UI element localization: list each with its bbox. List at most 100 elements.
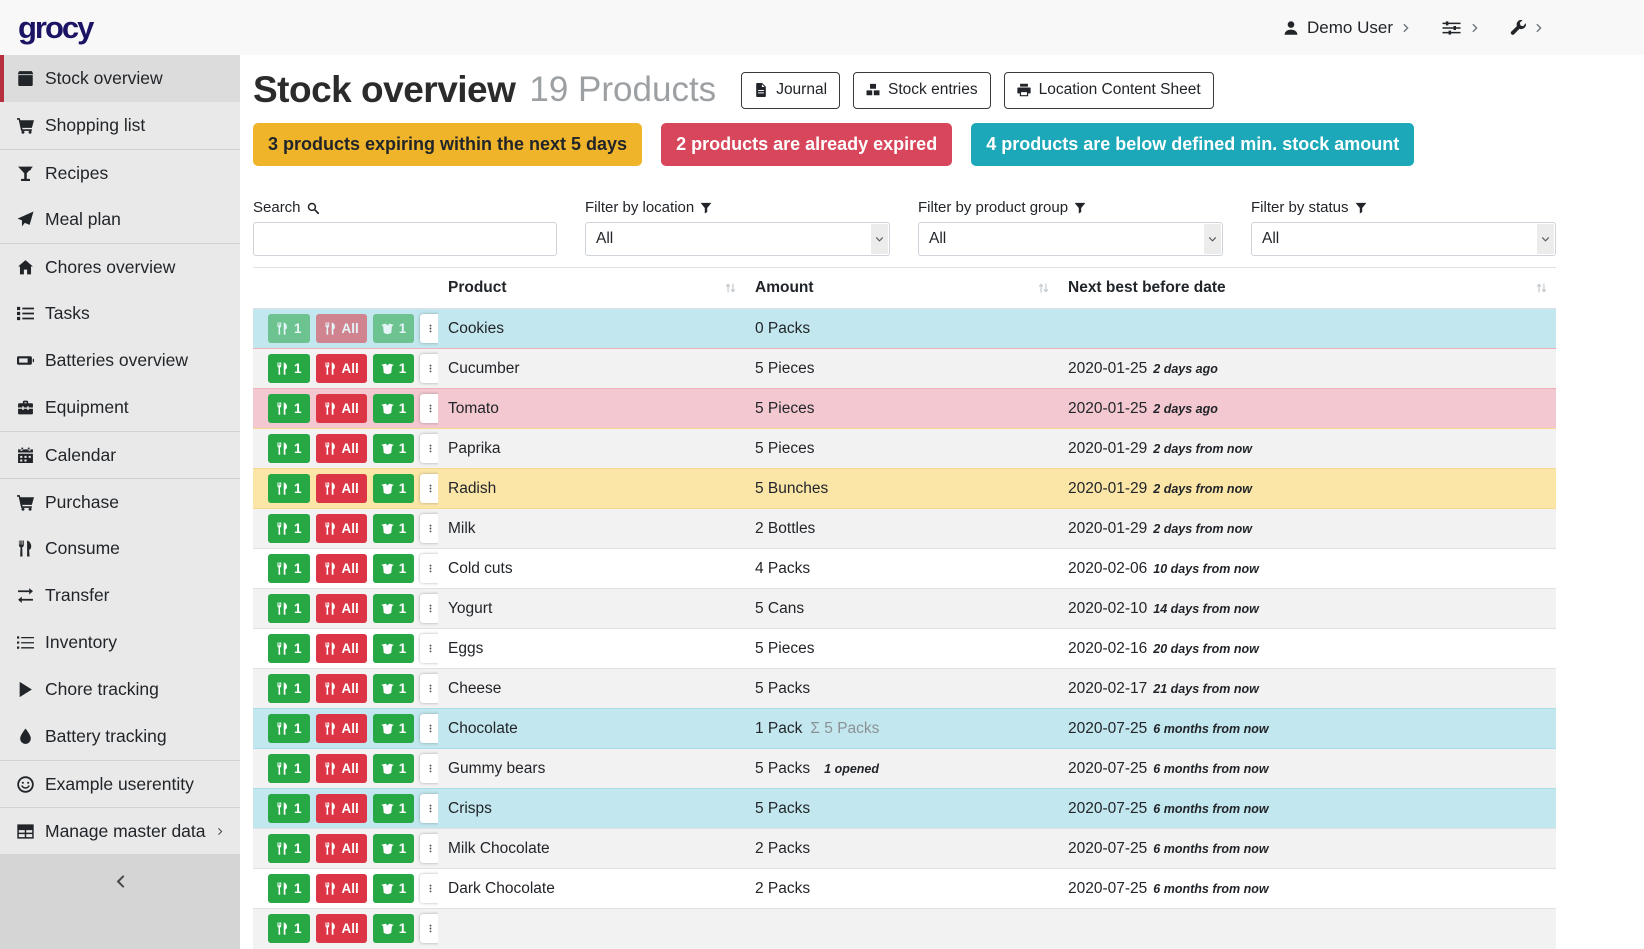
open-one-button[interactable]: 1 — [372, 514, 415, 543]
row-menu-button[interactable] — [420, 394, 438, 423]
quick-settings-menu-button[interactable] — [1441, 19, 1480, 37]
open-one-button[interactable]: 1 — [372, 634, 415, 663]
sidebar-item-calendar[interactable]: Calendar — [0, 431, 240, 478]
sidebar-item-consume[interactable]: Consume — [0, 525, 240, 572]
sidebar-collapse-button[interactable] — [0, 854, 240, 949]
row-menu-button[interactable] — [420, 314, 438, 343]
row-menu-button[interactable] — [420, 874, 438, 903]
consume-one-button[interactable]: 1 — [268, 714, 310, 743]
row-menu-button[interactable] — [420, 474, 438, 503]
consume-one-button[interactable]: 1 — [268, 314, 310, 343]
stock-entries-button[interactable]: Stock entries — [853, 71, 991, 109]
open-one-button[interactable]: 1 — [372, 674, 415, 703]
row-menu-button[interactable] — [420, 794, 438, 823]
sidebar-item-meal-plan[interactable]: Meal plan — [0, 196, 240, 243]
consume-all-button[interactable]: All — [315, 434, 367, 463]
row-menu-button[interactable] — [420, 594, 438, 623]
open-one-button[interactable]: 1 — [372, 914, 415, 944]
consume-one-button[interactable]: 1 — [268, 434, 310, 463]
consume-all-button[interactable]: All — [315, 474, 367, 503]
sidebar-item-equipment[interactable]: Equipment — [0, 384, 240, 431]
open-one-button[interactable]: 1 — [372, 394, 415, 423]
consume-one-button[interactable]: 1 — [268, 914, 310, 944]
row-menu-button[interactable] — [420, 634, 438, 663]
sidebar-item-manage-master-data[interactable]: Manage master data — [0, 807, 240, 854]
consume-one-button[interactable]: 1 — [268, 874, 310, 903]
row-menu-button[interactable] — [420, 354, 438, 383]
location-filter-select[interactable]: All — [585, 222, 890, 256]
open-one-button[interactable]: 1 — [372, 594, 415, 623]
open-one-button[interactable]: 1 — [372, 794, 415, 823]
sidebar-item-purchase[interactable]: Purchase — [0, 478, 240, 525]
sort-icon[interactable] — [1037, 282, 1050, 295]
consume-all-button[interactable]: All — [315, 714, 367, 743]
date-column-header[interactable]: Next best before date — [1058, 267, 1556, 309]
consume-all-button[interactable]: All — [315, 634, 367, 663]
consume-all-button[interactable]: All — [315, 594, 367, 623]
sidebar-item-inventory[interactable]: Inventory — [0, 619, 240, 666]
row-menu-button[interactable] — [420, 434, 438, 463]
open-one-button[interactable]: 1 — [372, 354, 415, 383]
product-column-header[interactable]: Product — [438, 267, 745, 309]
open-one-button[interactable]: 1 — [372, 834, 415, 863]
expiring-alert[interactable]: 3 products expiring within the next 5 da… — [253, 123, 643, 166]
location-content-sheet-button[interactable]: Location Content Sheet — [1003, 71, 1214, 109]
consume-all-button[interactable]: All — [315, 874, 367, 903]
open-one-button[interactable]: 1 — [372, 714, 415, 743]
below-min-stock-alert[interactable]: 4 products are below defined min. stock … — [971, 123, 1415, 166]
journal-button[interactable]: Journal — [741, 71, 841, 109]
user-menu-button[interactable]: Demo User — [1283, 18, 1411, 38]
status-filter-select[interactable]: All — [1251, 222, 1556, 256]
sidebar-item-chores-overview[interactable]: Chores overview — [0, 243, 240, 290]
sidebar-item-battery-tracking[interactable]: Battery tracking — [0, 713, 240, 760]
sidebar-item-chore-tracking[interactable]: Chore tracking — [0, 666, 240, 713]
consume-all-button[interactable]: All — [315, 314, 367, 343]
consume-all-button[interactable]: All — [315, 794, 367, 823]
app-logo[interactable]: grocy — [18, 9, 94, 45]
consume-one-button[interactable]: 1 — [268, 594, 310, 623]
sidebar-item-transfer[interactable]: Transfer — [0, 572, 240, 619]
consume-one-button[interactable]: 1 — [268, 794, 310, 823]
sort-icon[interactable] — [1535, 282, 1548, 295]
consume-one-button[interactable]: 1 — [268, 754, 310, 783]
sidebar-item-batteries-overview[interactable]: Batteries overview — [0, 337, 240, 384]
sort-icon[interactable] — [724, 282, 737, 295]
consume-all-button[interactable]: All — [315, 674, 367, 703]
row-menu-button[interactable] — [420, 754, 438, 783]
consume-one-button[interactable]: 1 — [268, 514, 310, 543]
sidebar-item-example-userentity[interactable]: Example userentity — [0, 760, 240, 807]
open-one-button[interactable]: 1 — [372, 874, 415, 903]
row-menu-button[interactable] — [420, 554, 438, 583]
expired-alert[interactable]: 2 products are already expired — [661, 123, 953, 166]
search-input[interactable] — [253, 222, 557, 256]
consume-one-button[interactable]: 1 — [268, 834, 310, 863]
sidebar-item-stock-overview[interactable]: Stock overview — [0, 55, 240, 102]
consume-all-button[interactable]: All — [315, 514, 367, 543]
consume-all-button[interactable]: All — [315, 394, 367, 423]
consume-one-button[interactable]: 1 — [268, 554, 310, 583]
sidebar-item-tasks[interactable]: Tasks — [0, 290, 240, 337]
consume-one-button[interactable]: 1 — [268, 394, 310, 423]
consume-all-button[interactable]: All — [315, 914, 367, 944]
consume-all-button[interactable]: All — [315, 554, 367, 583]
row-menu-button[interactable] — [420, 714, 438, 743]
open-one-button[interactable]: 1 — [372, 754, 415, 783]
consume-all-button[interactable]: All — [315, 354, 367, 383]
row-menu-button[interactable] — [420, 834, 438, 863]
consume-one-button[interactable]: 1 — [268, 634, 310, 663]
consume-all-button[interactable]: All — [315, 754, 367, 783]
row-menu-button[interactable] — [420, 514, 438, 543]
admin-settings-menu-button[interactable] — [1510, 20, 1544, 36]
amount-column-header[interactable]: Amount — [745, 267, 1058, 309]
consume-one-button[interactable]: 1 — [268, 354, 310, 383]
consume-one-button[interactable]: 1 — [268, 674, 310, 703]
product-group-filter-select[interactable]: All — [918, 222, 1223, 256]
open-one-button[interactable]: 1 — [372, 434, 415, 463]
sidebar-item-shopping-list[interactable]: Shopping list — [0, 102, 240, 149]
row-menu-button[interactable] — [420, 914, 438, 944]
row-menu-button[interactable] — [420, 674, 438, 703]
consume-one-button[interactable]: 1 — [268, 474, 310, 503]
open-one-button[interactable]: 1 — [372, 314, 415, 343]
sidebar-item-recipes[interactable]: Recipes — [0, 149, 240, 196]
open-one-button[interactable]: 1 — [372, 474, 415, 503]
